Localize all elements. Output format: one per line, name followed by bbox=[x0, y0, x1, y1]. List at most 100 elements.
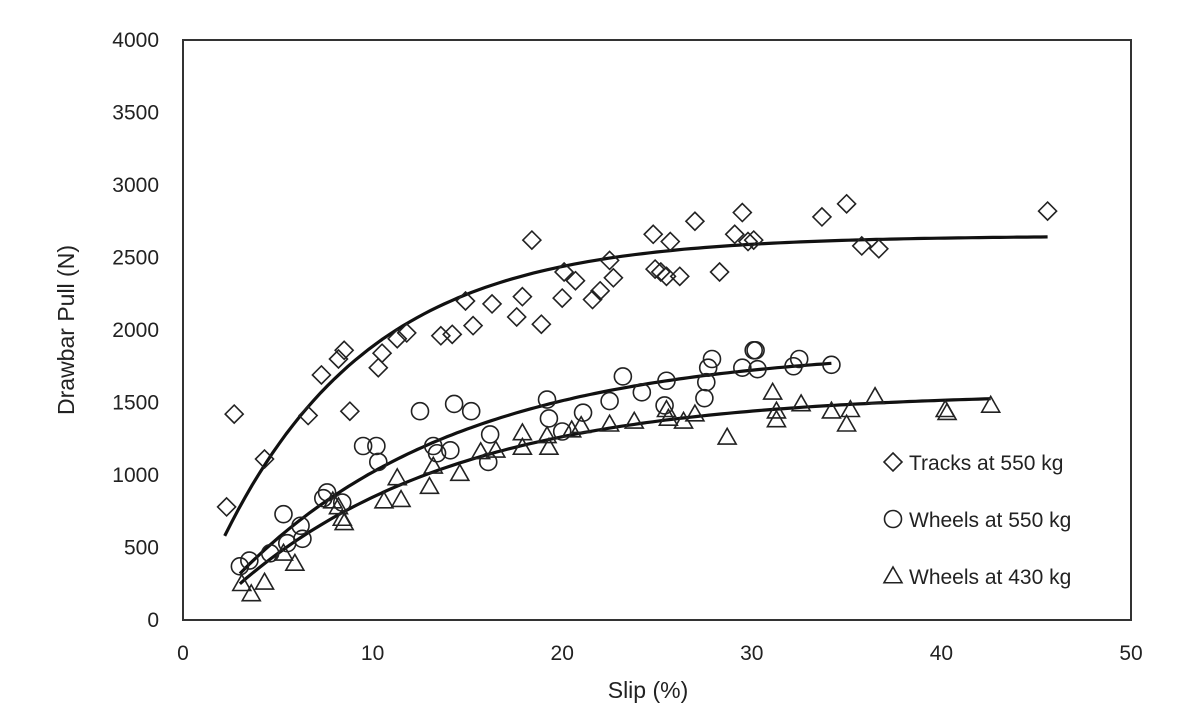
y-tick-label: 3500 bbox=[112, 102, 159, 125]
data-point-circle bbox=[461, 401, 481, 421]
data-point-circle bbox=[368, 452, 388, 472]
data-point-triangle bbox=[485, 439, 507, 458]
data-point-diamond bbox=[552, 287, 573, 309]
data-point-diamond bbox=[339, 401, 360, 422]
legend-marker-diamond bbox=[882, 451, 904, 473]
trendline bbox=[238, 361, 832, 575]
data-point-circle bbox=[293, 529, 312, 549]
x-tick-label: 0 bbox=[177, 642, 189, 665]
tick-labels: 0 10 20 30 40 5005001000150020002500300035004… bbox=[112, 29, 1142, 665]
data-point-triangle bbox=[936, 402, 958, 421]
x-tick-label: 20 bbox=[551, 642, 574, 665]
data-point-triangle bbox=[328, 496, 349, 515]
legend-label: Wheels at 550 kg bbox=[909, 509, 1071, 532]
data-point-circle bbox=[240, 551, 259, 570]
data-point-circle bbox=[367, 436, 386, 456]
x-axis-label: Slip (%) bbox=[608, 677, 689, 703]
data-point-diamond bbox=[298, 405, 319, 426]
data-point-triangle bbox=[840, 399, 861, 418]
data-point-circle bbox=[613, 367, 633, 386]
data-point-triangle bbox=[422, 455, 444, 474]
data-point-diamond bbox=[553, 261, 575, 283]
data-point-circle bbox=[698, 358, 718, 378]
data-point-triangle bbox=[390, 489, 412, 508]
data-point-diamond bbox=[334, 340, 355, 361]
x-tick-label: 40 bbox=[930, 642, 953, 665]
data-point-diamond bbox=[599, 250, 620, 271]
data-point-diamond bbox=[371, 343, 393, 364]
data-point-circle bbox=[746, 340, 765, 360]
data-point-diamond bbox=[811, 206, 833, 228]
data-point-diamond bbox=[387, 328, 408, 349]
data-point-diamond bbox=[684, 211, 706, 232]
data-point-triangle bbox=[386, 467, 408, 486]
plot-frame bbox=[182, 39, 1132, 621]
data-point-triangle bbox=[684, 403, 706, 422]
data-point-diamond bbox=[709, 261, 730, 283]
data-point-circle bbox=[427, 443, 447, 463]
data-point-diamond bbox=[368, 357, 389, 378]
data-point-circle bbox=[480, 425, 500, 444]
legend-marker-triangle bbox=[882, 565, 904, 584]
data-point-triangle bbox=[449, 462, 471, 482]
data-point-circle bbox=[657, 371, 676, 391]
data-points bbox=[216, 193, 1058, 602]
data-point-diamond bbox=[743, 229, 764, 251]
data-point-circle bbox=[274, 504, 293, 524]
data-point-diamond bbox=[643, 224, 664, 245]
data-point-triangle bbox=[273, 542, 294, 561]
data-point-diamond bbox=[512, 286, 533, 307]
data-point-triangle bbox=[836, 413, 857, 432]
data-point-diamond bbox=[531, 314, 552, 335]
data-point-circle bbox=[655, 396, 674, 415]
legend-label: Wheels at 430 kg bbox=[909, 566, 1071, 589]
data-point-diamond bbox=[442, 324, 463, 345]
data-point-triangle bbox=[766, 409, 787, 428]
y-tick-label: 2500 bbox=[112, 247, 159, 270]
legend-label: Tracks at 550 kg bbox=[909, 452, 1063, 475]
data-point-triangle bbox=[599, 413, 620, 432]
data-point-circle bbox=[441, 441, 460, 460]
data-point-circle bbox=[444, 394, 464, 414]
data-point-diamond bbox=[644, 258, 666, 280]
data-point-triangle bbox=[762, 381, 784, 400]
data-point-circle bbox=[410, 401, 430, 421]
data-point-triangle bbox=[512, 436, 533, 456]
x-tick-label: 30 bbox=[740, 642, 763, 665]
data-point-diamond bbox=[216, 496, 237, 518]
data-point-diamond bbox=[669, 266, 690, 287]
y-tick-label: 1500 bbox=[112, 392, 159, 415]
data-point-triangle bbox=[470, 441, 492, 460]
data-point-circle bbox=[822, 355, 841, 375]
data-point-diamond bbox=[254, 448, 275, 470]
trendline bbox=[223, 235, 1048, 537]
data-point-circle bbox=[539, 409, 559, 428]
y-tick-label: 4000 bbox=[112, 29, 159, 52]
series-diamond bbox=[216, 193, 1058, 518]
data-point-diamond bbox=[328, 348, 349, 370]
data-point-triangle bbox=[790, 393, 812, 412]
data-point-circle bbox=[314, 488, 333, 508]
axes bbox=[182, 39, 1132, 621]
data-point-triangle bbox=[419, 475, 440, 495]
data-point-circle bbox=[695, 388, 714, 408]
series-triangle bbox=[231, 381, 1002, 602]
data-point-diamond bbox=[455, 290, 476, 312]
data-point-triangle bbox=[240, 583, 262, 602]
y-tick-label: 2000 bbox=[112, 319, 159, 342]
data-point-circle bbox=[230, 557, 250, 576]
data-point-diamond bbox=[737, 231, 759, 252]
data-point-triangle bbox=[570, 415, 592, 434]
data-point-circle bbox=[552, 422, 572, 441]
data-point-circle bbox=[702, 349, 722, 369]
data-point-diamond bbox=[1037, 200, 1058, 222]
data-point-diamond bbox=[650, 261, 671, 283]
data-point-triangle bbox=[657, 407, 679, 427]
data-point-circle bbox=[748, 359, 767, 379]
data-point-diamond bbox=[603, 267, 624, 288]
data-point-triangle bbox=[980, 394, 1002, 413]
data-point-triangle bbox=[254, 571, 275, 590]
data-point-diamond bbox=[660, 231, 681, 252]
data-point-circle bbox=[291, 516, 310, 536]
data-point-triangle bbox=[623, 410, 645, 429]
